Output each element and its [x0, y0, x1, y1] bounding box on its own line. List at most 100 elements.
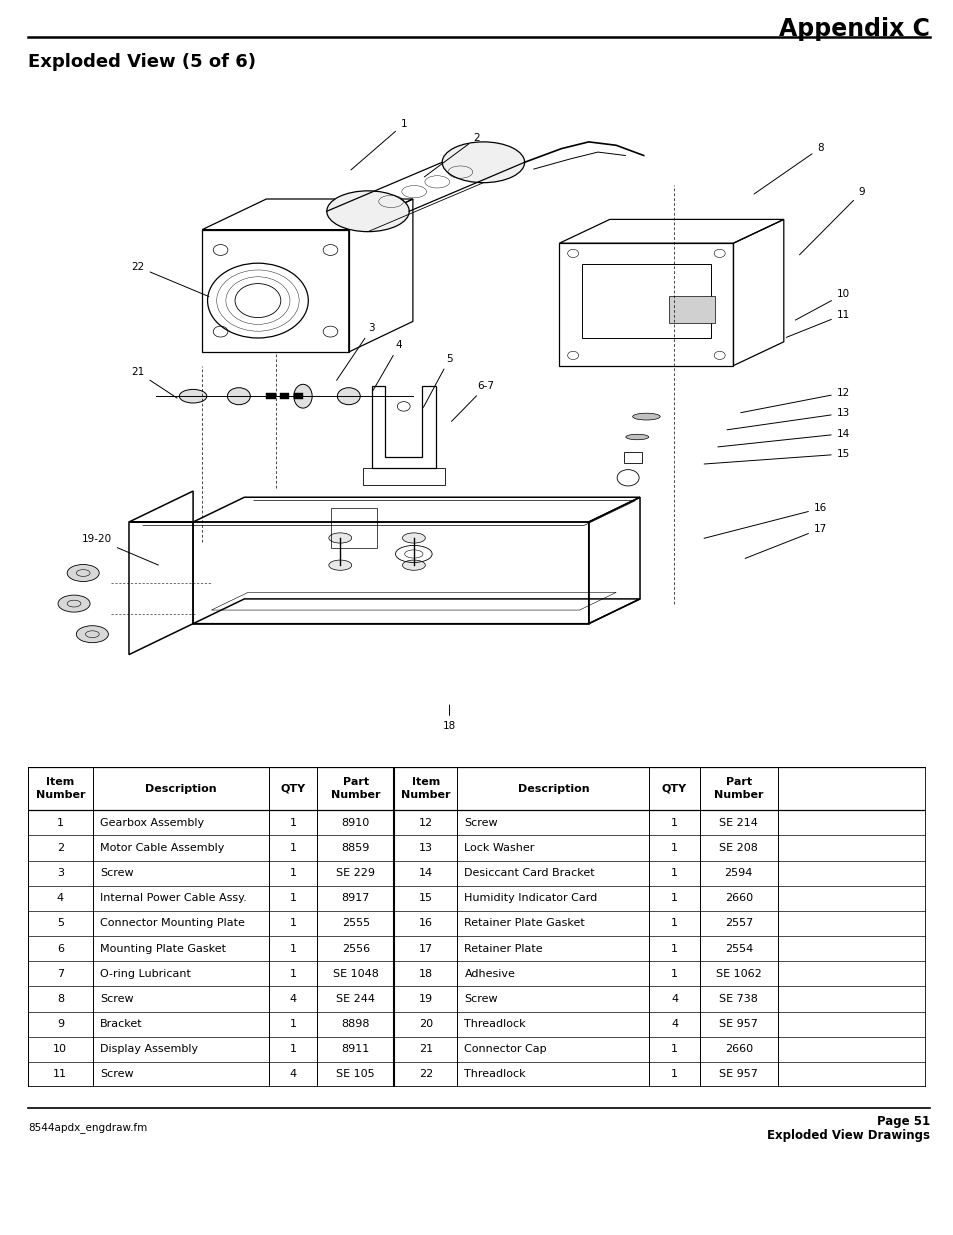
- Text: 1: 1: [289, 944, 296, 953]
- Text: SE 229: SE 229: [335, 868, 375, 878]
- Text: 19: 19: [418, 994, 433, 1004]
- Text: 2555: 2555: [341, 919, 370, 929]
- Ellipse shape: [294, 384, 312, 408]
- Text: 3: 3: [336, 324, 375, 380]
- Text: 4: 4: [57, 893, 64, 903]
- Text: 5: 5: [423, 353, 453, 408]
- Text: 12: 12: [418, 818, 433, 827]
- Text: 13: 13: [418, 844, 433, 853]
- Ellipse shape: [179, 389, 207, 403]
- Text: 11: 11: [53, 1070, 68, 1079]
- Text: 16: 16: [418, 919, 433, 929]
- Text: Appendix C: Appendix C: [779, 17, 929, 41]
- Text: Page 51: Page 51: [876, 1115, 929, 1128]
- Ellipse shape: [327, 191, 409, 232]
- Text: QTY: QTY: [661, 783, 686, 794]
- Text: 1: 1: [670, 944, 678, 953]
- Text: 1: 1: [289, 919, 296, 929]
- Text: 4: 4: [289, 1070, 296, 1079]
- Text: 1: 1: [670, 868, 678, 878]
- Text: 8: 8: [57, 994, 64, 1004]
- Text: 1: 1: [670, 1045, 678, 1055]
- Text: Description: Description: [517, 783, 589, 794]
- Bar: [362, 468, 444, 484]
- Text: Gearbox Assembly: Gearbox Assembly: [100, 818, 204, 827]
- Text: 4: 4: [670, 1019, 678, 1029]
- Text: 14: 14: [418, 868, 433, 878]
- Text: SE 738: SE 738: [719, 994, 758, 1004]
- Ellipse shape: [329, 561, 352, 571]
- Text: 8859: 8859: [341, 844, 370, 853]
- Text: 13: 13: [726, 409, 849, 430]
- Text: 2557: 2557: [724, 919, 752, 929]
- Bar: [581, 263, 710, 338]
- Text: 1: 1: [289, 844, 296, 853]
- Bar: [280, 394, 289, 399]
- Text: 8910: 8910: [341, 818, 370, 827]
- Text: SE 1062: SE 1062: [715, 968, 760, 979]
- Text: 2: 2: [424, 133, 479, 177]
- Text: 3: 3: [57, 868, 64, 878]
- Text: 15: 15: [418, 893, 433, 903]
- Text: 1: 1: [670, 818, 678, 827]
- Text: SE 244: SE 244: [335, 994, 375, 1004]
- Text: 8911: 8911: [341, 1045, 370, 1055]
- Text: Bracket: Bracket: [100, 1019, 142, 1029]
- Text: Display Assembly: Display Assembly: [100, 1045, 198, 1055]
- Text: Adhesive: Adhesive: [464, 968, 515, 979]
- Text: Screw: Screw: [464, 994, 497, 1004]
- Text: SE 208: SE 208: [719, 844, 758, 853]
- Bar: [331, 508, 376, 548]
- Ellipse shape: [329, 532, 352, 543]
- Text: 18: 18: [442, 705, 456, 731]
- Text: 4: 4: [289, 994, 296, 1004]
- Text: QTY: QTY: [280, 783, 305, 794]
- Text: 6-7: 6-7: [451, 382, 495, 421]
- Text: 4: 4: [373, 340, 402, 390]
- Text: 2594: 2594: [724, 868, 752, 878]
- Text: Humidity Indicator Card: Humidity Indicator Card: [464, 893, 597, 903]
- Text: 1: 1: [289, 968, 296, 979]
- Text: Part
Number: Part Number: [331, 777, 380, 800]
- Text: 1: 1: [289, 868, 296, 878]
- Text: 8: 8: [753, 143, 822, 194]
- Text: 19-20: 19-20: [82, 534, 158, 566]
- Bar: [266, 394, 275, 399]
- Text: SE 214: SE 214: [719, 818, 758, 827]
- Ellipse shape: [402, 532, 425, 543]
- Text: 16: 16: [703, 504, 826, 538]
- Ellipse shape: [76, 626, 109, 642]
- Text: Screw: Screw: [100, 1070, 133, 1079]
- Bar: [623, 452, 641, 462]
- Text: 15: 15: [703, 450, 849, 464]
- Text: Screw: Screw: [100, 868, 133, 878]
- Text: 2554: 2554: [724, 944, 752, 953]
- Text: 1: 1: [670, 844, 678, 853]
- Text: 2660: 2660: [724, 1045, 752, 1055]
- Text: Threadlock: Threadlock: [464, 1019, 525, 1029]
- Text: 2: 2: [57, 844, 64, 853]
- Text: 22: 22: [132, 262, 209, 296]
- Text: Description: Description: [145, 783, 216, 794]
- Ellipse shape: [625, 435, 648, 440]
- Text: 9: 9: [57, 1019, 64, 1029]
- Text: Threadlock: Threadlock: [464, 1070, 525, 1079]
- Text: Desiccant Card Bracket: Desiccant Card Bracket: [464, 868, 595, 878]
- Text: Internal Power Cable Assy.: Internal Power Cable Assy.: [100, 893, 246, 903]
- Text: 8898: 8898: [341, 1019, 370, 1029]
- Text: Motor Cable Assembly: Motor Cable Assembly: [100, 844, 224, 853]
- Text: 10: 10: [53, 1045, 68, 1055]
- Text: 6: 6: [57, 944, 64, 953]
- Text: 1: 1: [289, 818, 296, 827]
- Text: 17: 17: [744, 524, 826, 558]
- Text: 8544apdx_engdraw.fm: 8544apdx_engdraw.fm: [28, 1123, 147, 1132]
- Text: Screw: Screw: [100, 994, 133, 1004]
- Text: Connector Cap: Connector Cap: [464, 1045, 546, 1055]
- Text: SE 105: SE 105: [336, 1070, 375, 1079]
- Text: 1: 1: [670, 919, 678, 929]
- Text: Exploded View (5 of 6): Exploded View (5 of 6): [28, 53, 255, 70]
- Text: 1: 1: [670, 1070, 678, 1079]
- Ellipse shape: [337, 388, 360, 405]
- Text: 14: 14: [717, 429, 849, 447]
- Bar: [669, 295, 715, 322]
